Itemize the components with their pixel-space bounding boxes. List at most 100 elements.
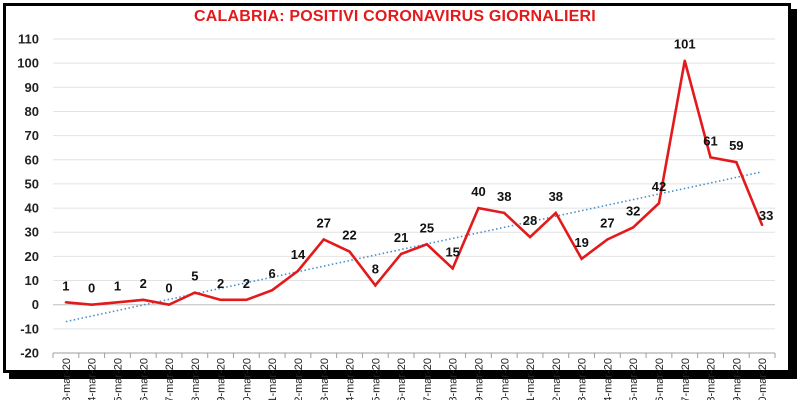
x-tick-label: 10-mar-20 (241, 358, 253, 400)
data-label: 21 (394, 230, 408, 245)
data-point (374, 284, 377, 287)
y-tick-label: 30 (25, 225, 39, 240)
data-label: 32 (626, 203, 640, 218)
y-tick-label: 10 (25, 273, 39, 288)
x-tick-label: 13-mar-20 (319, 358, 331, 400)
data-point (528, 235, 532, 239)
data-label: 42 (652, 179, 666, 194)
chart-title: CALABRIA: POSITIVI CORONAVIRUS GIORNALIE… (194, 8, 596, 25)
data-point (116, 301, 119, 304)
y-tick-label: -10 (20, 321, 39, 336)
data-label: 40 (471, 184, 485, 199)
data-label: 22 (342, 228, 356, 243)
x-tick-label: 03-mar-20 (61, 358, 73, 400)
data-point (270, 289, 274, 292)
data-label: 8 (372, 261, 379, 276)
x-tick-label: 08-mar-20 (190, 358, 202, 400)
data-point (219, 298, 222, 302)
data-label: 2 (217, 276, 224, 291)
x-tick-label: 18-mar-20 (448, 358, 460, 400)
x-tick-label: 27-mar-20 (680, 358, 692, 400)
x-tick-label: 25-mar-20 (628, 358, 640, 400)
data-label: 27 (600, 215, 614, 230)
x-tick-label: 07-mar-20 (164, 358, 176, 400)
y-tick-label: 100 (17, 56, 39, 71)
x-tick-label: 11-mar-20 (267, 358, 279, 400)
data-label: 14 (291, 247, 306, 262)
y-tick-label: 90 (25, 80, 39, 95)
data-point (631, 226, 635, 229)
x-tick-label: 04-mar-20 (87, 358, 99, 400)
data-point (245, 298, 248, 302)
data-point (683, 59, 686, 62)
data-point (64, 301, 68, 304)
data-label: 38 (549, 189, 563, 204)
y-tick-label: 50 (25, 176, 39, 191)
data-point (503, 211, 506, 215)
x-tick-label: 28-mar-20 (706, 358, 718, 400)
data-point (580, 257, 583, 260)
y-tick-label: 20 (25, 249, 39, 264)
data-point (657, 202, 661, 205)
data-point (193, 291, 197, 294)
data-point (399, 252, 403, 256)
data-label: 5 (191, 269, 198, 284)
data-label: 25 (420, 220, 434, 235)
y-tick-label: 80 (25, 104, 39, 119)
x-tick-label: 06-mar-20 (138, 358, 150, 400)
x-tick-label: 21-mar-20 (525, 358, 537, 400)
x-tick-label: 23-mar-20 (577, 358, 589, 400)
data-label: 28 (523, 213, 537, 228)
x-tick-label: 12-mar-20 (293, 358, 305, 400)
data-point (554, 211, 558, 215)
trendline (65, 171, 763, 323)
data-point (451, 267, 454, 270)
x-tick-label: 29-mar-20 (731, 358, 743, 400)
data-point (90, 303, 93, 306)
x-tick-label: 24-mar-20 (602, 358, 614, 400)
data-point (296, 269, 300, 273)
data-label: 6 (269, 266, 276, 281)
data-label: 1 (114, 278, 121, 293)
data-point (425, 243, 429, 246)
data-label: 38 (497, 189, 511, 204)
data-label: 2 (243, 276, 250, 291)
data-label: 15 (445, 244, 459, 259)
x-tick-label: 22-mar-20 (551, 358, 563, 400)
y-tick-label: 0 (32, 297, 39, 312)
data-point (322, 238, 325, 241)
data-label: 27 (317, 215, 331, 230)
x-tick-label: 16-mar-20 (396, 358, 408, 400)
x-tick-label: 09-mar-20 (216, 358, 228, 400)
x-tick-label: 30-mar-20 (757, 358, 769, 400)
x-tick-label: 05-mar-20 (112, 358, 124, 400)
y-tick-label: 40 (25, 201, 39, 216)
data-label: 0 (165, 281, 172, 296)
data-label: 59 (729, 138, 743, 153)
data-label: 61 (703, 133, 717, 148)
data-point (348, 250, 351, 253)
y-tick-label: 110 (18, 32, 39, 47)
chart-frame (3, 3, 791, 373)
data-label: 2 (140, 276, 147, 291)
x-tick-label: 19-mar-20 (473, 358, 485, 400)
data-point (606, 238, 609, 241)
x-tick-label: 14-mar-20 (345, 358, 357, 400)
data-label: 0 (88, 281, 95, 296)
data-point (735, 160, 738, 164)
x-tick-label: 15-mar-20 (370, 358, 382, 400)
data-point (477, 206, 480, 210)
data-label: 33 (759, 208, 773, 223)
data-label: 19 (574, 235, 588, 250)
y-tick-label: 60 (25, 152, 39, 167)
data-point (167, 303, 171, 306)
y-tick-label: -20 (20, 346, 39, 361)
data-point (760, 223, 764, 227)
x-tick-label: 26-mar-20 (654, 358, 666, 400)
data-point (709, 156, 712, 159)
x-tick-label: 17-mar-20 (422, 358, 434, 400)
data-label: 1 (62, 278, 69, 293)
data-label: 101 (674, 37, 696, 52)
data-point (142, 298, 145, 302)
